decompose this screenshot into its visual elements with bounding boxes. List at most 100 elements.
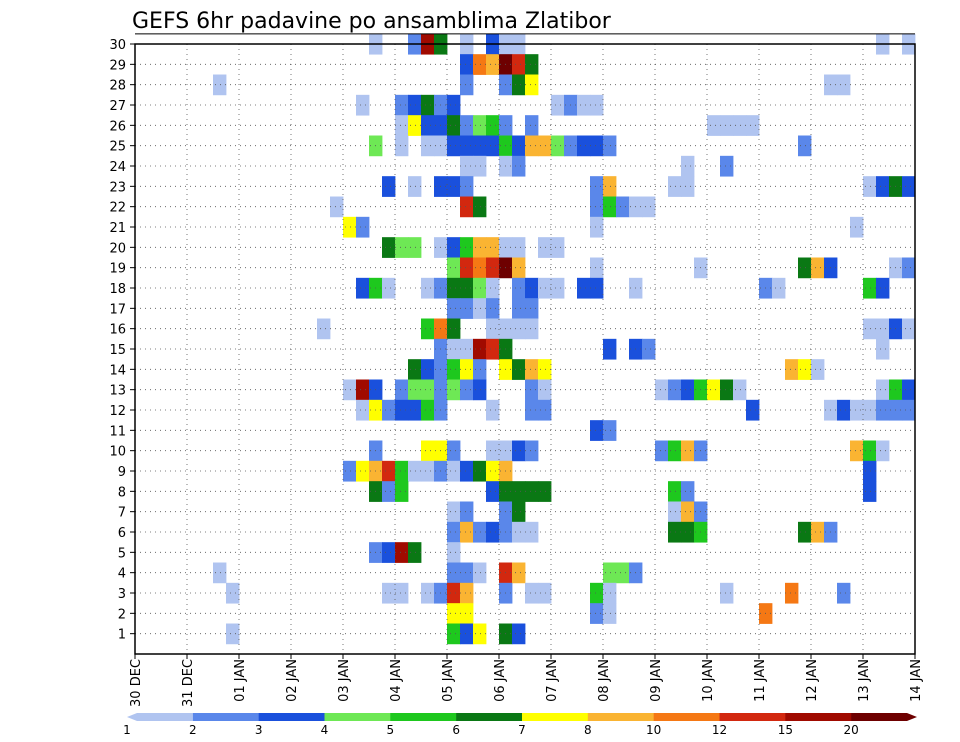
heatmap-cell [525, 54, 539, 75]
heatmap-cell [707, 115, 721, 136]
heatmap-cell [408, 460, 422, 482]
y-tick-label: 14 [109, 363, 126, 378]
heatmap-cell [785, 359, 799, 380]
heatmap-cell [863, 440, 877, 462]
heatmap-cell [525, 318, 539, 340]
x-tick-label: 12 JAN [805, 659, 820, 702]
y-tick-label: 5 [118, 546, 126, 561]
heatmap-cell [473, 277, 487, 299]
heatmap-cell [603, 196, 617, 218]
y-tick-label: 8 [118, 485, 126, 500]
heatmap-cell [733, 115, 747, 136]
heatmap-cell [603, 603, 617, 624]
heatmap-cell [382, 237, 396, 258]
heatmap-cell [538, 481, 552, 502]
heatmap-cell [486, 298, 500, 319]
y-tick-label: 19 [109, 262, 126, 277]
heatmap-cell [395, 481, 409, 502]
heatmap-cell [447, 298, 461, 319]
heatmap-cell [902, 379, 916, 401]
heatmap-cell [811, 257, 825, 279]
heatmap-cell [603, 562, 617, 584]
heatmap-cell [226, 623, 240, 645]
heatmap-cell [226, 582, 240, 604]
heatmap-cell [382, 481, 396, 502]
heatmap-cell [343, 216, 357, 238]
heatmap-cell [460, 196, 474, 218]
heatmap-cell [460, 135, 474, 157]
heatmap-cell [408, 237, 422, 258]
heatmap-cell [512, 74, 526, 96]
heatmap-cell [668, 176, 682, 197]
heatmap-cell [460, 54, 474, 75]
heatmap-cell [668, 379, 682, 401]
heatmap-cell [772, 277, 786, 299]
heatmap-cell [590, 582, 604, 604]
colorbar-swatch [653, 713, 720, 721]
heatmap-cell [746, 115, 760, 136]
heatmap-cell [590, 176, 604, 197]
heatmap-cell [395, 115, 409, 136]
heatmap-cell [590, 257, 604, 279]
heatmap-cell [863, 176, 877, 197]
x-tick-label: 13 JAN [857, 659, 872, 702]
x-tick-label: 02 JAN [285, 659, 300, 702]
heatmap-cell [798, 135, 812, 157]
heatmap-cell [837, 74, 851, 96]
heatmap-cell [421, 582, 435, 604]
heatmap-cell [460, 298, 474, 319]
heatmap-cell [473, 257, 487, 279]
heatmap-cell [421, 94, 435, 116]
colorbar-swatch [522, 713, 589, 721]
heatmap-cell [512, 481, 526, 502]
x-tick-label: 08 JAN [597, 659, 612, 702]
heatmap-cell [538, 399, 552, 421]
heatmap-cell [811, 521, 825, 543]
heatmap-cell [486, 521, 500, 543]
heatmap-cell [577, 94, 591, 116]
heatmap-cell [733, 379, 747, 401]
heatmap-cell [447, 338, 461, 360]
heatmap-cell [512, 54, 526, 75]
heatmap-cell [616, 562, 630, 584]
heatmap-cell [421, 359, 435, 380]
heatmap-cell [577, 277, 591, 299]
heatmap-cell [551, 94, 565, 116]
heatmap-cell [447, 521, 461, 543]
heatmap-cell [447, 603, 461, 624]
heatmap-cell [538, 135, 552, 157]
heatmap-cell [525, 521, 539, 543]
heatmap-cell [382, 399, 396, 421]
y-tick-label: 10 [109, 445, 126, 460]
heatmap-cell [421, 318, 435, 340]
heatmap-cell [512, 135, 526, 157]
heatmap-cell [577, 135, 591, 157]
x-tick-label: 04 JAN [389, 659, 404, 702]
heatmap-cell [486, 460, 500, 482]
heatmap-cell [486, 257, 500, 279]
heatmap-cell [486, 237, 500, 258]
colorbar: 1 2 3 4 5 6 7 8 10 12 15 20 [123, 713, 917, 737]
heatmap-cell [473, 54, 487, 75]
heatmap-cell [603, 420, 617, 441]
heatmap-cell [460, 359, 474, 380]
colorbar-swatch [719, 713, 786, 721]
y-tick-label: 30 [109, 38, 126, 53]
heatmap-cell [538, 277, 552, 299]
heatmap-cell [720, 379, 734, 401]
heatmap-cell [447, 115, 461, 136]
y-tick-label: 23 [109, 180, 126, 195]
heatmap-cell [447, 176, 461, 197]
heatmap-cell [551, 135, 565, 157]
heatmap-cell [668, 521, 682, 543]
colorbar-label: 12 [712, 723, 727, 737]
y-tick-label: 15 [109, 343, 126, 358]
heatmap-cell [473, 359, 487, 380]
heatmap-cell [668, 501, 682, 523]
heatmap-cell [460, 277, 474, 299]
heatmap-cell [382, 582, 396, 604]
heatmap-cell [447, 277, 461, 299]
heatmap-cell [486, 277, 500, 299]
x-tick-label: 01 JAN [233, 659, 248, 702]
heatmap-cell [850, 399, 864, 421]
